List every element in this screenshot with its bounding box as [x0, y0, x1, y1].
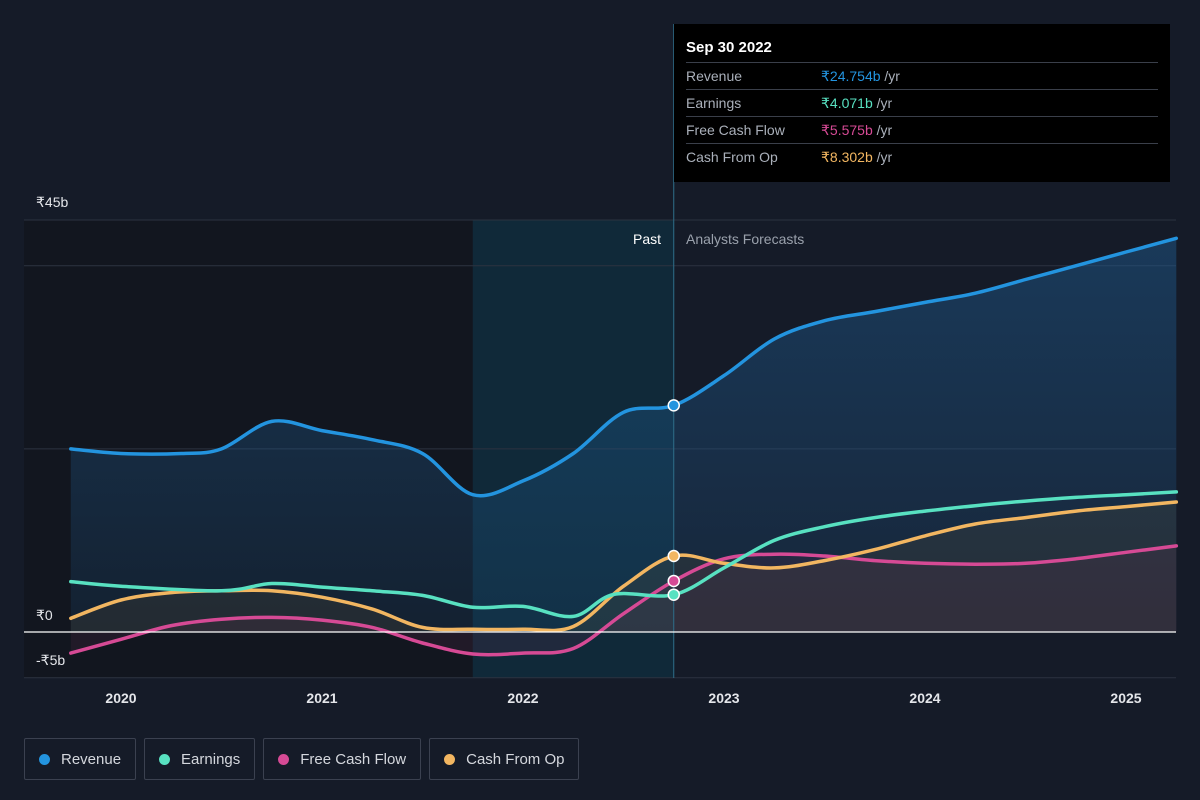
past-label: Past: [633, 231, 661, 247]
tooltip-date: Sep 30 2022: [686, 38, 1158, 63]
x-tick-label: 2024: [909, 690, 940, 706]
legend-label: Free Cash Flow: [300, 751, 406, 768]
legend-item-earnings[interactable]: Earnings: [144, 738, 255, 780]
legend-item-revenue[interactable]: Revenue: [24, 738, 136, 780]
cash-from-op-marker: [668, 550, 679, 561]
tooltip-value: ₹4.071b: [821, 95, 873, 111]
legend-item-cash-from-op[interactable]: Cash From Op: [429, 738, 579, 780]
x-tick-label: 2022: [507, 690, 538, 706]
x-axis-labels: 2020 2021 2022 2023 2024 2025: [105, 690, 1141, 706]
y-tick-label-min: -₹5b: [36, 652, 65, 668]
tooltip-unit: /yr: [881, 68, 900, 84]
tooltip-value: ₹24.754b: [821, 68, 881, 84]
legend-label: Earnings: [181, 751, 240, 768]
tooltip-row-earnings: Earnings ₹4.071b /yr: [686, 90, 1158, 117]
chart-legend: Revenue Earnings Free Cash Flow Cash Fro…: [24, 738, 579, 780]
free-cash-flow-dot-icon: [278, 754, 289, 765]
tooltip-label: Revenue: [686, 63, 742, 89]
tooltip-row-revenue: Revenue ₹24.754b /yr: [686, 63, 1158, 90]
tooltip-label: Earnings: [686, 90, 741, 116]
cash-from-op-dot-icon: [444, 754, 455, 765]
earnings-marker: [668, 589, 679, 600]
y-tick-label-zero: ₹0: [36, 607, 53, 623]
forecast-label: Analysts Forecasts: [686, 231, 804, 247]
free-cash-flow-marker: [668, 575, 679, 586]
tooltip-row-cash-from-op: Cash From Op ₹8.302b /yr: [686, 144, 1158, 170]
tooltip-unit: /yr: [873, 149, 892, 165]
tooltip-row-free-cash-flow: Free Cash Flow ₹5.575b /yr: [686, 117, 1158, 144]
legend-item-free-cash-flow[interactable]: Free Cash Flow: [263, 738, 421, 780]
tooltip-label: Cash From Op: [686, 144, 778, 170]
y-tick-label-top: ₹45b: [36, 194, 68, 210]
revenue-dot-icon: [39, 754, 50, 765]
tooltip-label: Free Cash Flow: [686, 117, 785, 143]
x-tick-label: 2023: [708, 690, 739, 706]
tooltip-value: ₹8.302b: [821, 149, 873, 165]
legend-label: Revenue: [61, 751, 121, 768]
tooltip-unit: /yr: [873, 95, 892, 111]
legend-label: Cash From Op: [466, 751, 564, 768]
x-tick-label: 2021: [306, 690, 337, 706]
x-tick-label: 2025: [1110, 690, 1141, 706]
data-tooltip: Sep 30 2022 Revenue ₹24.754b /yr Earning…: [674, 24, 1170, 182]
x-tick-label: 2020: [105, 690, 136, 706]
revenue-marker: [668, 400, 679, 411]
tooltip-value: ₹5.575b: [821, 122, 873, 138]
tooltip-unit: /yr: [873, 122, 892, 138]
earnings-dot-icon: [159, 754, 170, 765]
